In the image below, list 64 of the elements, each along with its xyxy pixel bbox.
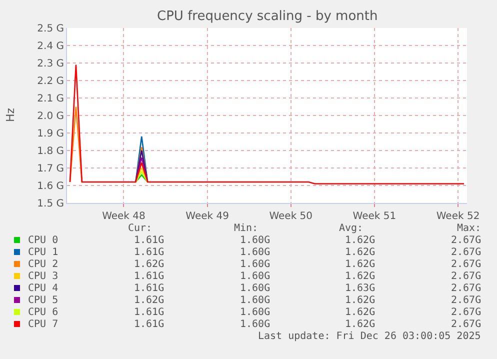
y-tick-label: 2.1 G (37, 94, 64, 104)
text: Min: (234, 223, 258, 234)
legend-label: CPU 1 (28, 247, 58, 258)
text: 1.62G (345, 235, 376, 246)
y-tick-label: 2.4 G (37, 41, 64, 52)
text: 1.60G (240, 271, 270, 282)
text: 1.61G (134, 271, 164, 282)
legend-label: CPU 4 (28, 283, 58, 294)
y-tick-label: 2.3 G (37, 58, 64, 70)
text: 1.63G (345, 283, 376, 294)
legend-label: CPU 2 (28, 259, 58, 270)
text: 1.60G (240, 319, 270, 330)
legend-label: CPU 6 (28, 307, 58, 318)
text: 1.62G (345, 307, 376, 318)
text: 1.60G (240, 247, 270, 258)
text: 2.67G (451, 247, 482, 258)
text: Avg: (339, 223, 364, 234)
y-tick-label: 2.5 G (37, 24, 64, 34)
text: 2.67G (451, 295, 482, 306)
text: 1.62G (345, 319, 376, 330)
text: 2.67G (451, 271, 482, 282)
chart-title: CPU frequency scaling - by month (157, 9, 378, 24)
x-tick-label: Week 51 (352, 211, 396, 222)
x-tick-label: Week 49 (186, 211, 229, 222)
text: 2.67G (451, 319, 482, 330)
y-tick-label: 1.6 G (37, 181, 64, 192)
text: 1.60G (240, 259, 270, 270)
text: 1.62G (345, 247, 376, 258)
y-tick-label: 2.2 G (37, 76, 64, 87)
x-tick-label: Week 52 (436, 211, 480, 222)
legend-label: CPU 3 (28, 271, 58, 282)
text: 2.67G (451, 283, 482, 294)
text: 1.62G (345, 259, 376, 270)
text: 1.60G (240, 295, 270, 306)
text: 1.61G (134, 235, 164, 246)
legend-label: CPU 0 (28, 235, 58, 246)
text: 1.62G (345, 271, 376, 282)
text: Last update: Fri Dec 26 03:00:05 2025 (258, 331, 481, 342)
y-tick-label: 1.7 G (37, 164, 64, 174)
text: 2.67G (451, 259, 482, 270)
y-tick-label: 2.0 G (37, 111, 64, 122)
y-tick-label: 1.9 G (37, 128, 64, 140)
x-tick-label: Week 48 (102, 211, 146, 222)
line-series (69, 64, 465, 184)
text: 1.62G (134, 295, 164, 306)
text: 1.60G (240, 283, 270, 294)
y-tick-label: 1.8 G (37, 146, 64, 157)
text: 1.60G (240, 307, 270, 318)
text: 1.62G (134, 259, 164, 270)
text: Max: (457, 223, 482, 234)
y-axis-title: Hz (4, 108, 17, 122)
text: 1.61G (134, 247, 164, 258)
text: 1.61G (134, 319, 164, 330)
text: Cur: (128, 223, 152, 234)
legend-label: CPU 5 (28, 295, 58, 306)
text: 1.60G (240, 235, 270, 246)
text: 1.62G (345, 295, 376, 306)
text: 1.61G (134, 283, 164, 294)
text: 2.67G (451, 307, 482, 318)
text: 2.67G (451, 235, 482, 246)
x-tick-label: Week 50 (269, 211, 313, 222)
legend-label: CPU 7 (28, 319, 58, 330)
text: 1.61G (134, 307, 164, 318)
y-tick-label: 1.5 G (37, 198, 64, 210)
